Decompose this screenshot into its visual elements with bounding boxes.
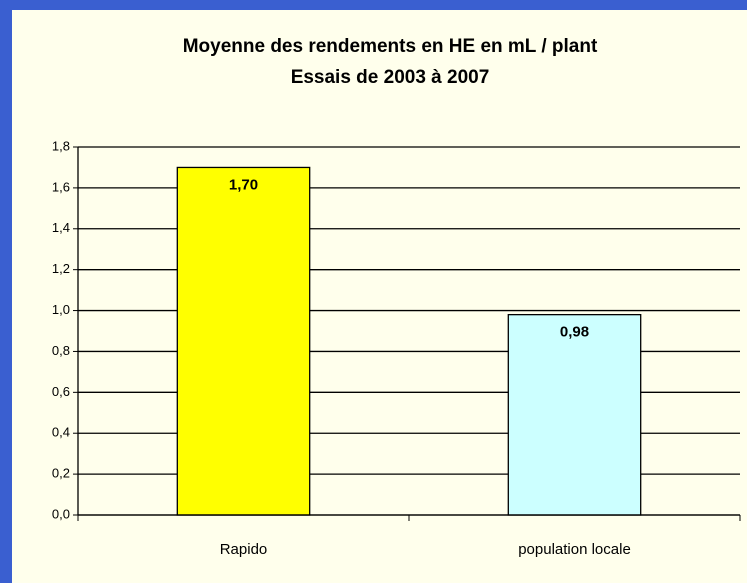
chart-title: Moyenne des rendements en HE en mL / pla… (183, 36, 598, 57)
y-tick-label: 1,6 (52, 179, 70, 194)
y-tick-label: 0,6 (52, 384, 70, 399)
data-label: 0,98 (560, 324, 589, 341)
y-tick-label: 1,8 (52, 138, 70, 153)
y-tick-label: 0,2 (52, 466, 70, 481)
y-tick-label: 1,4 (52, 220, 70, 235)
y-tick-label: 1,0 (52, 302, 70, 317)
chart-subtitle: Essais de 2003 à 2007 (291, 67, 490, 88)
data-label: 1,70 (229, 176, 258, 193)
y-tick-label: 0,8 (52, 343, 70, 358)
y-tick-label: 0,4 (52, 425, 70, 440)
bar (507, 313, 642, 516)
y-tick-label: 1,2 (52, 261, 70, 276)
x-tick-label: population locale (518, 541, 631, 558)
y-tick-label: 0,0 (52, 506, 70, 521)
x-tick-label: Rapido (220, 541, 268, 558)
bar (176, 166, 311, 516)
